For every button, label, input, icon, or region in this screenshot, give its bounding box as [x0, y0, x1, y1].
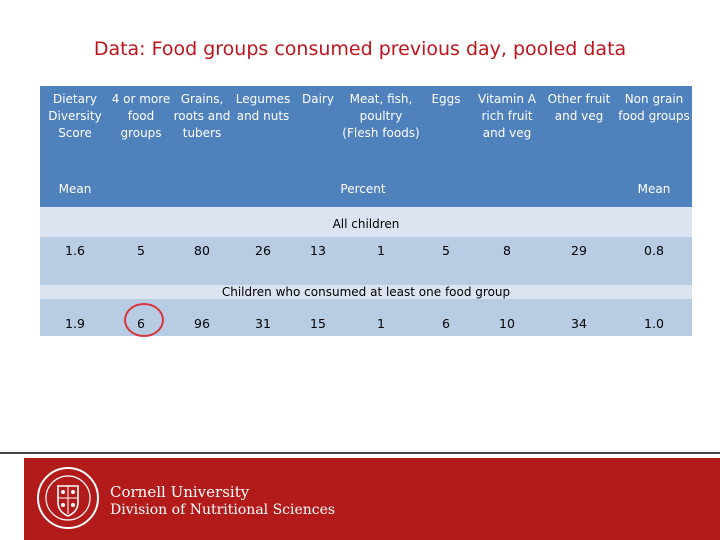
unit-mean-left: Mean	[58, 182, 92, 196]
table-row: 1.9 6 96 31 15 1 6 10 34 1.0	[40, 299, 692, 337]
section-label: Children who consumed at least one food …	[221, 285, 511, 299]
cell-legumes: 26	[255, 243, 271, 258]
division-name: Division of Nutritional Sciences	[110, 502, 336, 518]
column-header: Other fruit and veg	[547, 92, 611, 123]
column-header: Legumes and nuts	[235, 92, 291, 123]
table-row: 1.6 5 80 26 13 1 5 8 29 0.8	[40, 237, 692, 285]
cornell-seal-icon	[37, 467, 99, 529]
cell-vitamin-a: 8	[503, 243, 511, 258]
footer-divider	[0, 452, 720, 454]
cell-other-fruit: 29	[571, 243, 587, 258]
org-name: Cornell University	[110, 483, 250, 501]
column-header: Non grain food groups	[618, 92, 690, 123]
cell-eggs: 5	[442, 243, 450, 258]
column-header: Grains, roots and tubers	[173, 92, 231, 140]
column-header: Vitamin A rich fruit and veg	[478, 92, 536, 140]
cell-meat: 1	[377, 243, 385, 258]
unit-mean-right: Mean	[637, 182, 671, 196]
footer-banner: Cornell University Division of Nutrition…	[24, 458, 720, 540]
cell-4plus: 5	[137, 243, 145, 258]
cell-eggs: 6	[442, 316, 450, 331]
cell-dds: 1.6	[65, 243, 85, 258]
table-units-row: Mean Percent Mean	[40, 172, 692, 207]
column-header: Dietary Diversity Score	[48, 92, 102, 140]
highlight-circle	[124, 303, 164, 337]
unit-percent: Percent	[340, 182, 386, 196]
slide-title: Data: Food groups consumed previous day,…	[93, 38, 627, 60]
cell-dds: 1.9	[65, 316, 85, 331]
cell-grains: 80	[194, 243, 210, 258]
table-header-row: Dietary Diversity Score 4 or more food g…	[40, 86, 692, 172]
cell-meat: 1	[377, 316, 385, 331]
column-header: Meat, fish, poultry (Flesh foods)	[342, 92, 420, 140]
cell-vitamin-a: 10	[499, 316, 515, 331]
cell-non-grain: 0.8	[644, 243, 664, 258]
column-header: 4 or more food groups	[111, 92, 171, 140]
column-header: Dairy	[302, 92, 334, 106]
section-label: All children	[332, 217, 400, 231]
cell-non-grain: 1.0	[644, 316, 664, 331]
cell-dairy: 13	[310, 243, 326, 258]
cell-legumes: 31	[255, 316, 271, 331]
cell-grains: 96	[194, 316, 210, 331]
section-row-consumed-one: Children who consumed at least one food …	[40, 285, 692, 299]
cell-other-fruit: 34	[571, 316, 587, 331]
section-row-all-children: All children	[40, 207, 692, 237]
column-header: Eggs	[431, 92, 461, 106]
cell-dairy: 15	[310, 316, 326, 331]
food-groups-table: Dietary Diversity Score 4 or more food g…	[40, 86, 692, 337]
